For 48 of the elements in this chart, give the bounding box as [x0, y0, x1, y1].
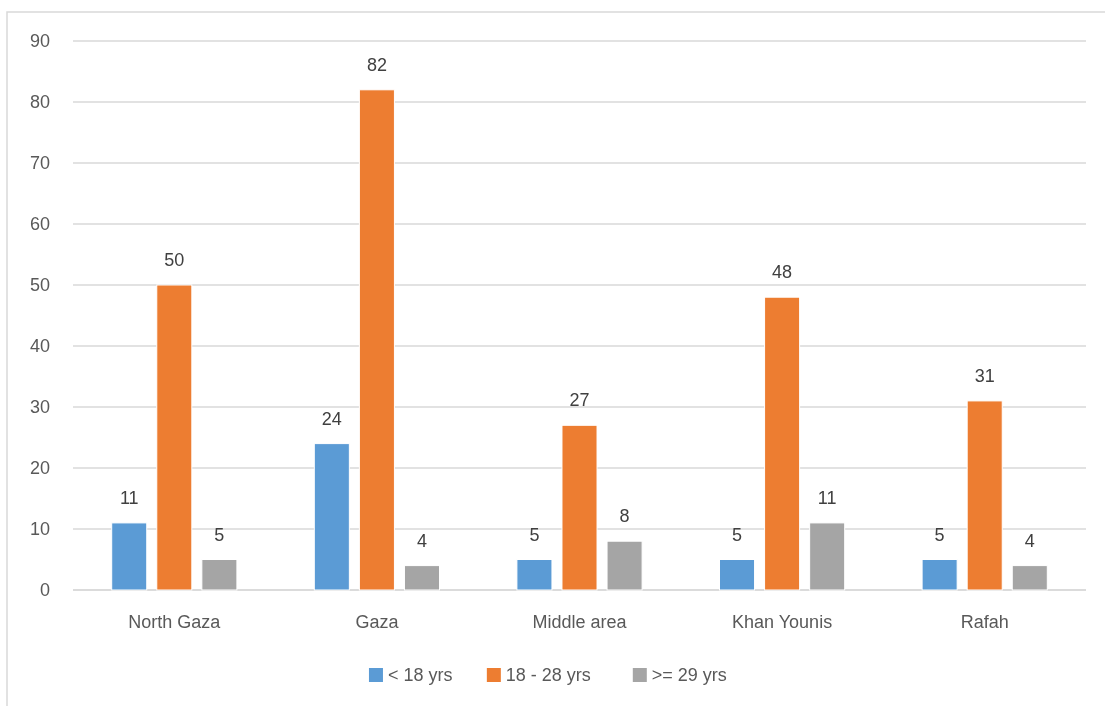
data-label: 50 — [164, 250, 185, 270]
bar — [764, 296, 801, 591]
y-tick-label: 60 — [29, 214, 50, 234]
y-tick-label: 50 — [29, 275, 50, 295]
legend-label: 18 - 28 yrs — [505, 665, 591, 685]
y-tick-label: 90 — [29, 31, 50, 51]
data-label: 4 — [416, 530, 427, 551]
y-tick-label: 20 — [29, 458, 50, 478]
data-label: 5 — [214, 524, 225, 545]
data-label: 11 — [119, 487, 139, 508]
y-tick-label: 80 — [29, 92, 50, 112]
y-tick-label: 40 — [29, 336, 50, 356]
y-tick-label: 30 — [29, 397, 50, 417]
bar — [111, 522, 148, 591]
data-label: 5 — [934, 524, 945, 545]
data-label: 82 — [366, 54, 387, 75]
x-tick-label: North Gaza — [128, 612, 222, 632]
legend-label: < 18 yrs — [387, 665, 453, 685]
bar — [403, 565, 440, 591]
data-label: 4 — [1024, 530, 1035, 551]
data-label: 48 — [772, 262, 793, 283]
bar — [921, 559, 958, 591]
bar — [719, 559, 756, 591]
bar — [809, 522, 846, 591]
bar — [561, 424, 598, 591]
data-label: 11 — [817, 487, 837, 508]
data-label: 8 — [619, 506, 630, 527]
y-tick-label: 70 — [29, 153, 50, 173]
data-label: 24 — [321, 408, 342, 429]
bar — [313, 443, 350, 591]
bar — [1011, 565, 1048, 591]
bar — [606, 540, 643, 591]
x-tick-label: Khan Younis — [732, 612, 833, 632]
data-label: 5 — [529, 524, 540, 545]
legend-label: >= 29 yrs — [651, 665, 727, 685]
data-label: 5 — [732, 524, 743, 545]
bar — [516, 559, 553, 591]
y-tick-label: 10 — [29, 519, 50, 539]
bar — [156, 284, 193, 591]
bar — [201, 559, 238, 591]
bar — [966, 400, 1003, 591]
bar — [358, 89, 395, 591]
data-label: 31 — [974, 365, 995, 386]
x-tick-label: Gaza — [355, 612, 400, 632]
data-label: 27 — [569, 390, 590, 411]
y-tick-label: 0 — [39, 580, 50, 600]
x-tick-label: Middle area — [532, 612, 628, 632]
x-tick-label: Rafah — [960, 612, 1009, 632]
